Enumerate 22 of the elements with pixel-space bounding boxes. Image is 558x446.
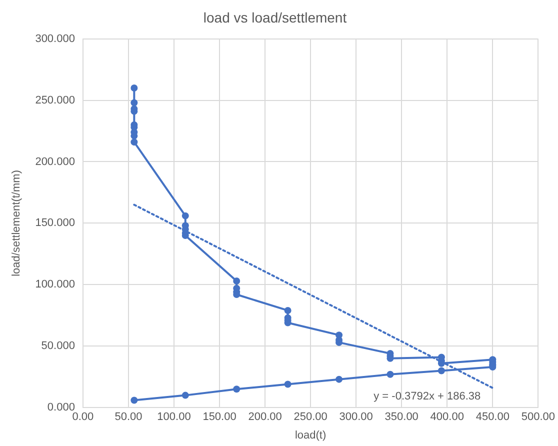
y-tick-label: 200.000 (35, 156, 75, 168)
y-tick-label: 250.000 (35, 94, 75, 106)
y-tick-label: 150.000 (35, 217, 75, 230)
y-tick-label: 50.000 (41, 340, 75, 352)
chart-title: load vs load/settlement (203, 9, 347, 26)
x-tick-label: 50.00 (114, 411, 142, 424)
x-tick-label: 200.00 (248, 411, 282, 424)
y-axis-title: load/settlement(t/mm) (10, 170, 23, 276)
y-tick-label: 300.000 (35, 32, 75, 45)
x-tick-label: 500.00 (521, 411, 556, 424)
y-tick-label: 100.000 (35, 278, 75, 291)
x-tick-label: 350.00 (384, 411, 418, 424)
x-tick-label: 250.00 (294, 411, 328, 424)
x-tick-label: 400.00 (430, 411, 464, 424)
annotation: y = -0.3792x + 186.38 (374, 390, 481, 402)
x-axis-title: load(t) (294, 429, 326, 442)
y-tick-label: 0.000 (47, 402, 75, 414)
x-tick-label: 450.00 (476, 411, 510, 424)
x-tick-label: 0.00 (72, 411, 94, 424)
x-tick-label: 100.00 (157, 411, 191, 424)
x-tick-label: 300.00 (339, 411, 373, 424)
x-tick-label: 150.00 (202, 411, 236, 424)
